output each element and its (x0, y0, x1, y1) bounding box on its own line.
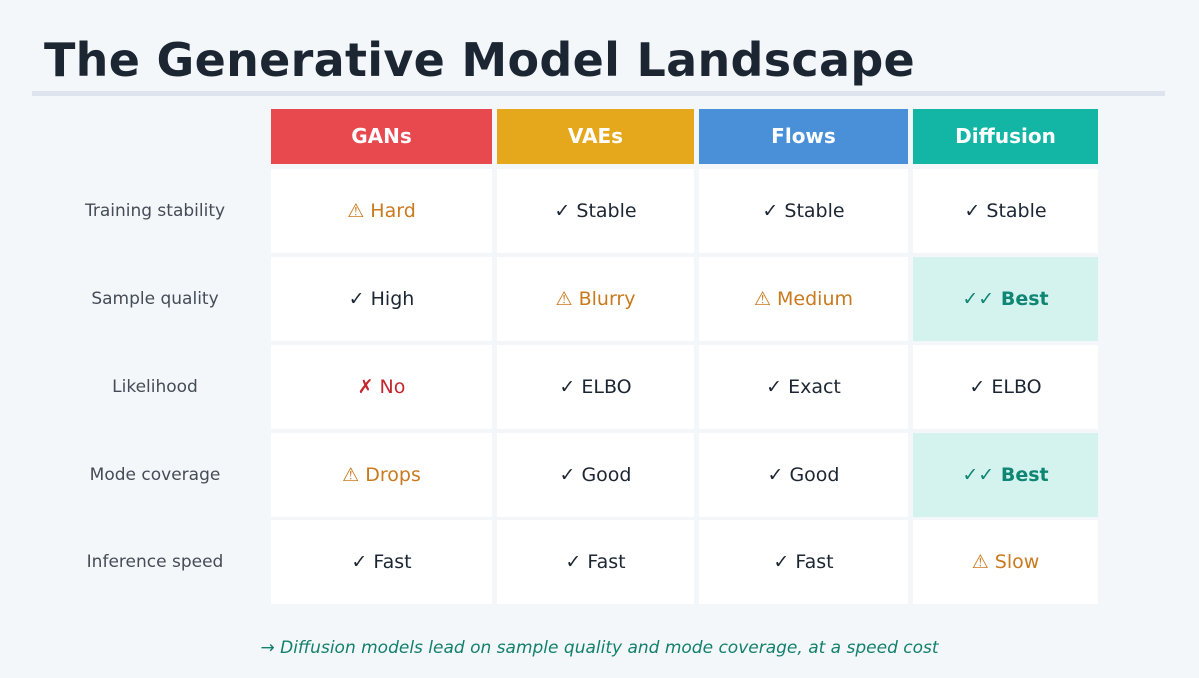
row-label-training-stability: Training stability (84, 201, 226, 221)
table-cell: ✓✓ Best (913, 433, 1098, 517)
table-cell: ✓ Fast (699, 520, 908, 604)
column-header-label: VAEs (567, 124, 624, 148)
table-cell: ⚠ Drops (271, 433, 492, 517)
footnote: → Diffusion models lead on sample qualit… (260, 638, 939, 658)
table-cell: ✓ Exact (699, 345, 908, 429)
table-cell: ✓ Stable (699, 169, 908, 253)
table-cell: ⚠ Hard (271, 169, 492, 253)
table-cell: ✓ ELBO (913, 345, 1098, 429)
row-label-likelihood: Likelihood (112, 377, 198, 397)
table-cell: ⚠ Blurry (497, 257, 694, 341)
column-header-flows: Flows (699, 109, 908, 164)
table-cell: ✓ Good (497, 433, 694, 517)
table-cell: ✓ Good (699, 433, 908, 517)
title-divider (32, 91, 1165, 96)
column-header-diffusion: Diffusion (913, 109, 1098, 164)
page-title: The Generative Model Landscape (44, 33, 916, 87)
column-header-gans: GANs (271, 109, 492, 164)
table-cell: ✗ No (271, 345, 492, 429)
table-cell: ✓✓ Best (913, 257, 1098, 341)
table-cell: ✓ Fast (271, 520, 492, 604)
column-header-label: Flows (771, 124, 836, 148)
table-cell: ✓ ELBO (497, 345, 694, 429)
table-cell: ✓ Stable (497, 169, 694, 253)
row-label-sample-quality: Sample quality (91, 289, 219, 309)
table-cell: ⚠ Medium (699, 257, 908, 341)
table-cell: ✓ Fast (497, 520, 694, 604)
row-label-mode-coverage: Mode coverage (89, 465, 221, 485)
table-cell: ✓ Stable (913, 169, 1098, 253)
table-cell: ⚠ Slow (913, 520, 1098, 604)
row-label-inference-speed: Inference speed (86, 552, 224, 572)
column-header-vaes: VAEs (497, 109, 694, 164)
column-header-label: GANs (351, 124, 412, 148)
column-header-label: Diffusion (955, 124, 1056, 148)
table-cell: ✓ High (271, 257, 492, 341)
